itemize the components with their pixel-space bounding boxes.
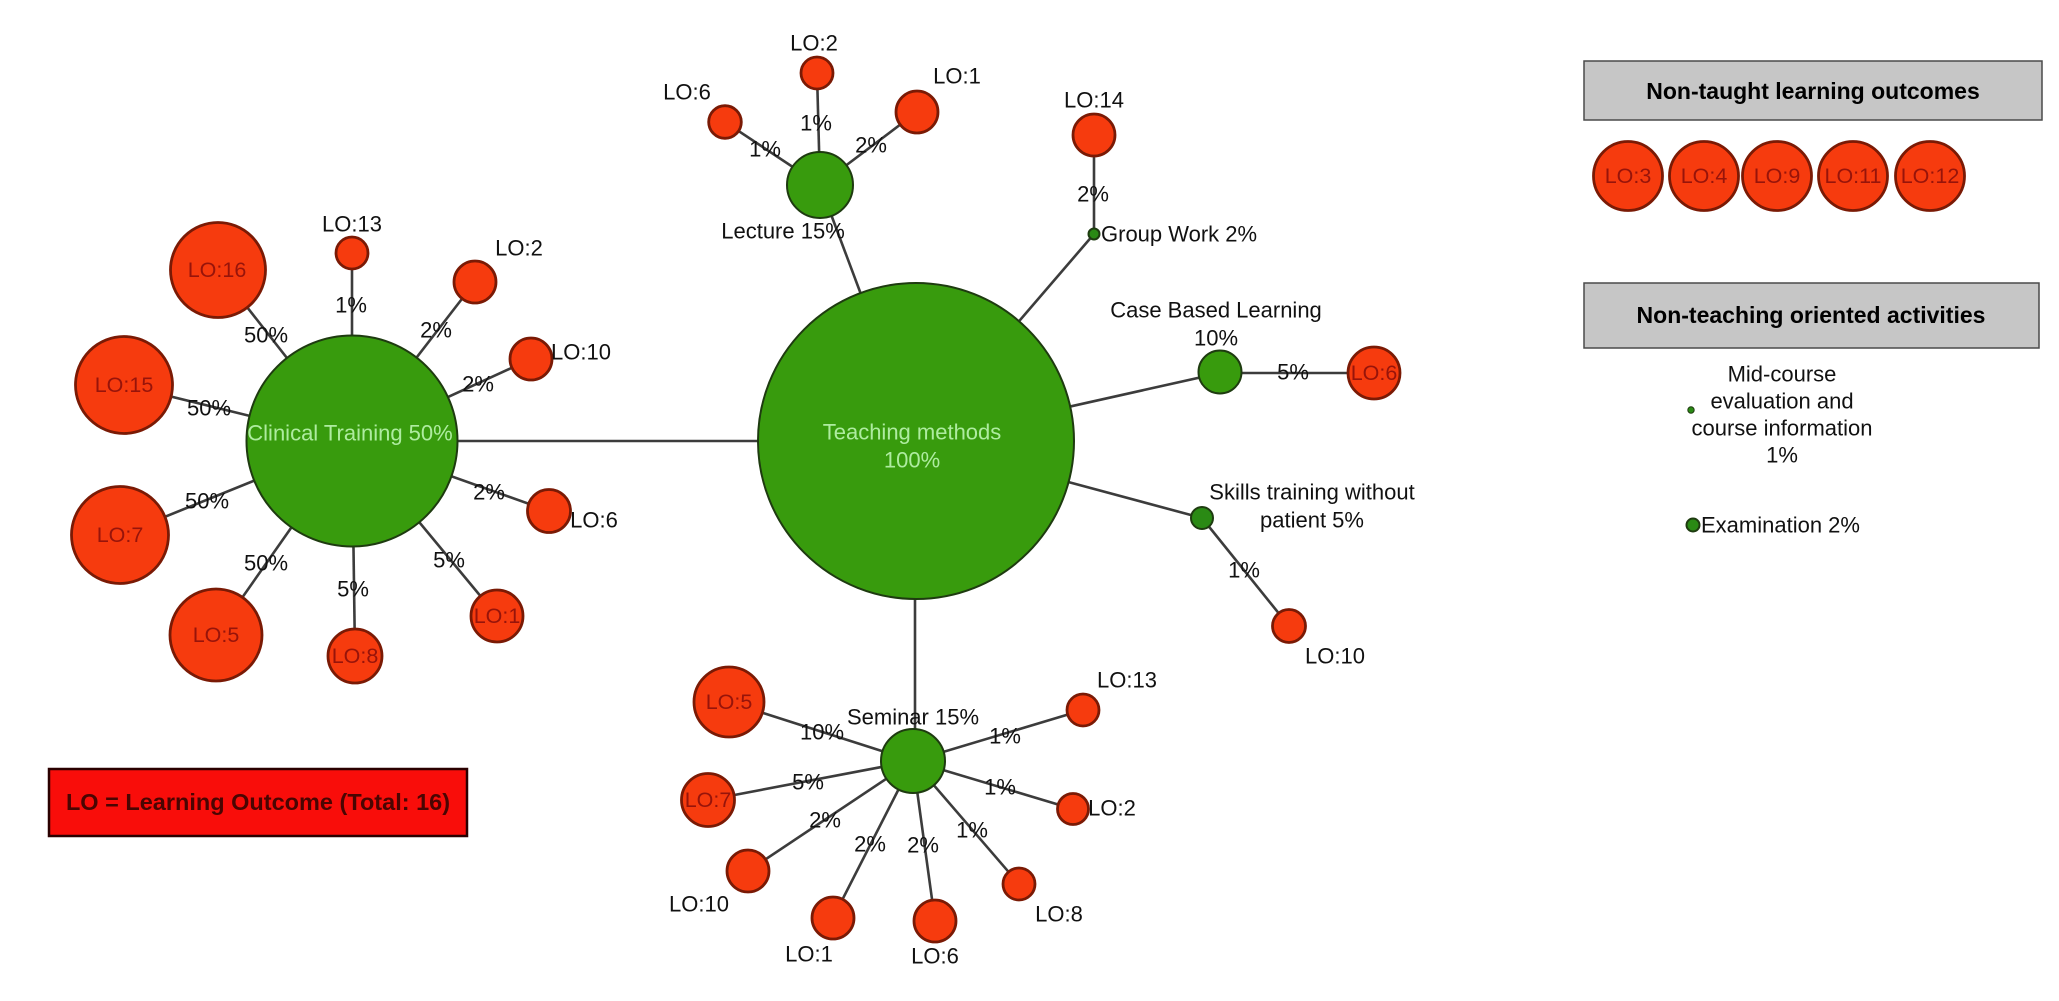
svg-text:1%: 1% bbox=[749, 137, 781, 162]
svg-text:LO:3: LO:3 bbox=[1605, 164, 1652, 188]
svg-text:LO:12: LO:12 bbox=[1901, 164, 1960, 188]
svg-text:LO:2: LO:2 bbox=[1088, 796, 1136, 821]
svg-text:1%: 1% bbox=[984, 775, 1016, 800]
svg-text:50%: 50% bbox=[187, 396, 231, 421]
svg-text:2%: 2% bbox=[854, 832, 886, 857]
svg-text:LO:6: LO:6 bbox=[570, 508, 618, 533]
svg-text:Examination 2%: Examination 2% bbox=[1701, 513, 1860, 538]
svg-text:2%: 2% bbox=[855, 133, 887, 158]
svg-text:5%: 5% bbox=[337, 577, 369, 602]
svg-text:50%: 50% bbox=[185, 489, 229, 514]
svg-text:LO:1: LO:1 bbox=[474, 604, 521, 628]
svg-text:LO:13: LO:13 bbox=[1097, 668, 1157, 693]
svg-text:Clinical Training 50%: Clinical Training 50% bbox=[247, 421, 452, 446]
svg-text:LO:5: LO:5 bbox=[193, 623, 240, 647]
svg-text:LO:11: LO:11 bbox=[1825, 164, 1882, 188]
svg-text:1%: 1% bbox=[1228, 558, 1260, 583]
svg-text:Lecture 15%: Lecture 15% bbox=[721, 219, 845, 244]
svg-text:LO:14: LO:14 bbox=[1064, 88, 1124, 113]
svg-text:LO:13: LO:13 bbox=[322, 212, 382, 237]
svg-text:LO:7: LO:7 bbox=[97, 523, 144, 547]
svg-text:5%: 5% bbox=[433, 548, 465, 573]
svg-text:2%: 2% bbox=[809, 808, 841, 833]
svg-text:LO:9: LO:9 bbox=[1754, 164, 1801, 188]
svg-text:1%: 1% bbox=[335, 293, 367, 318]
svg-text:evaluation and: evaluation and bbox=[1710, 389, 1853, 414]
svg-text:Skills training without: Skills training without bbox=[1209, 480, 1414, 505]
svg-text:LO = Learning Outcome (Total:: LO = Learning Outcome (Total: 16) bbox=[66, 789, 450, 815]
svg-text:2%: 2% bbox=[420, 318, 452, 343]
svg-text:LO:1: LO:1 bbox=[933, 64, 981, 89]
svg-text:5%: 5% bbox=[792, 770, 824, 795]
svg-text:Case Based Learning: Case Based Learning bbox=[1110, 298, 1322, 323]
svg-text:LO:4: LO:4 bbox=[1681, 164, 1728, 188]
svg-text:Non-teaching oriented activiti: Non-teaching oriented activities bbox=[1637, 302, 1986, 328]
svg-text:course information: course information bbox=[1692, 416, 1873, 441]
svg-text:2%: 2% bbox=[907, 833, 939, 858]
svg-text:Teaching methods: Teaching methods bbox=[823, 420, 1002, 445]
svg-text:2%: 2% bbox=[1077, 182, 1109, 207]
svg-text:Seminar 15%: Seminar 15% bbox=[847, 705, 979, 730]
svg-text:Group Work 2%: Group Work 2% bbox=[1101, 222, 1257, 247]
svg-text:1%: 1% bbox=[989, 724, 1021, 749]
svg-text:50%: 50% bbox=[244, 323, 288, 348]
svg-text:10%: 10% bbox=[1194, 326, 1238, 351]
svg-text:50%: 50% bbox=[244, 551, 288, 576]
svg-text:LO:2: LO:2 bbox=[495, 236, 543, 261]
svg-text:LO:6: LO:6 bbox=[911, 944, 959, 969]
svg-text:LO:1: LO:1 bbox=[785, 942, 833, 967]
svg-text:1%: 1% bbox=[800, 111, 832, 136]
svg-text:LO:10: LO:10 bbox=[551, 340, 611, 365]
svg-text:LO:16: LO:16 bbox=[188, 258, 247, 282]
svg-text:LO:10: LO:10 bbox=[669, 892, 729, 917]
svg-text:5%: 5% bbox=[1277, 360, 1309, 385]
svg-text:LO:8: LO:8 bbox=[1035, 902, 1083, 927]
svg-text:patient 5%: patient 5% bbox=[1260, 508, 1364, 533]
svg-text:1%: 1% bbox=[1766, 443, 1798, 468]
svg-text:LO:6: LO:6 bbox=[663, 80, 711, 105]
svg-text:LO:8: LO:8 bbox=[332, 644, 379, 668]
svg-text:100%: 100% bbox=[884, 448, 940, 473]
svg-text:LO:6: LO:6 bbox=[1351, 361, 1398, 385]
svg-text:LO:5: LO:5 bbox=[706, 690, 753, 714]
svg-text:10%: 10% bbox=[800, 720, 844, 745]
svg-text:LO:10: LO:10 bbox=[1305, 644, 1365, 669]
svg-text:1%: 1% bbox=[956, 818, 988, 843]
svg-text:2%: 2% bbox=[473, 480, 505, 505]
svg-text:LO:2: LO:2 bbox=[790, 31, 838, 56]
svg-text:Non-taught learning outcomes: Non-taught learning outcomes bbox=[1646, 78, 1980, 104]
svg-text:Mid-course: Mid-course bbox=[1728, 362, 1837, 387]
svg-text:2%: 2% bbox=[462, 372, 494, 397]
svg-text:LO:7: LO:7 bbox=[685, 788, 732, 812]
svg-text:LO:15: LO:15 bbox=[95, 373, 154, 397]
